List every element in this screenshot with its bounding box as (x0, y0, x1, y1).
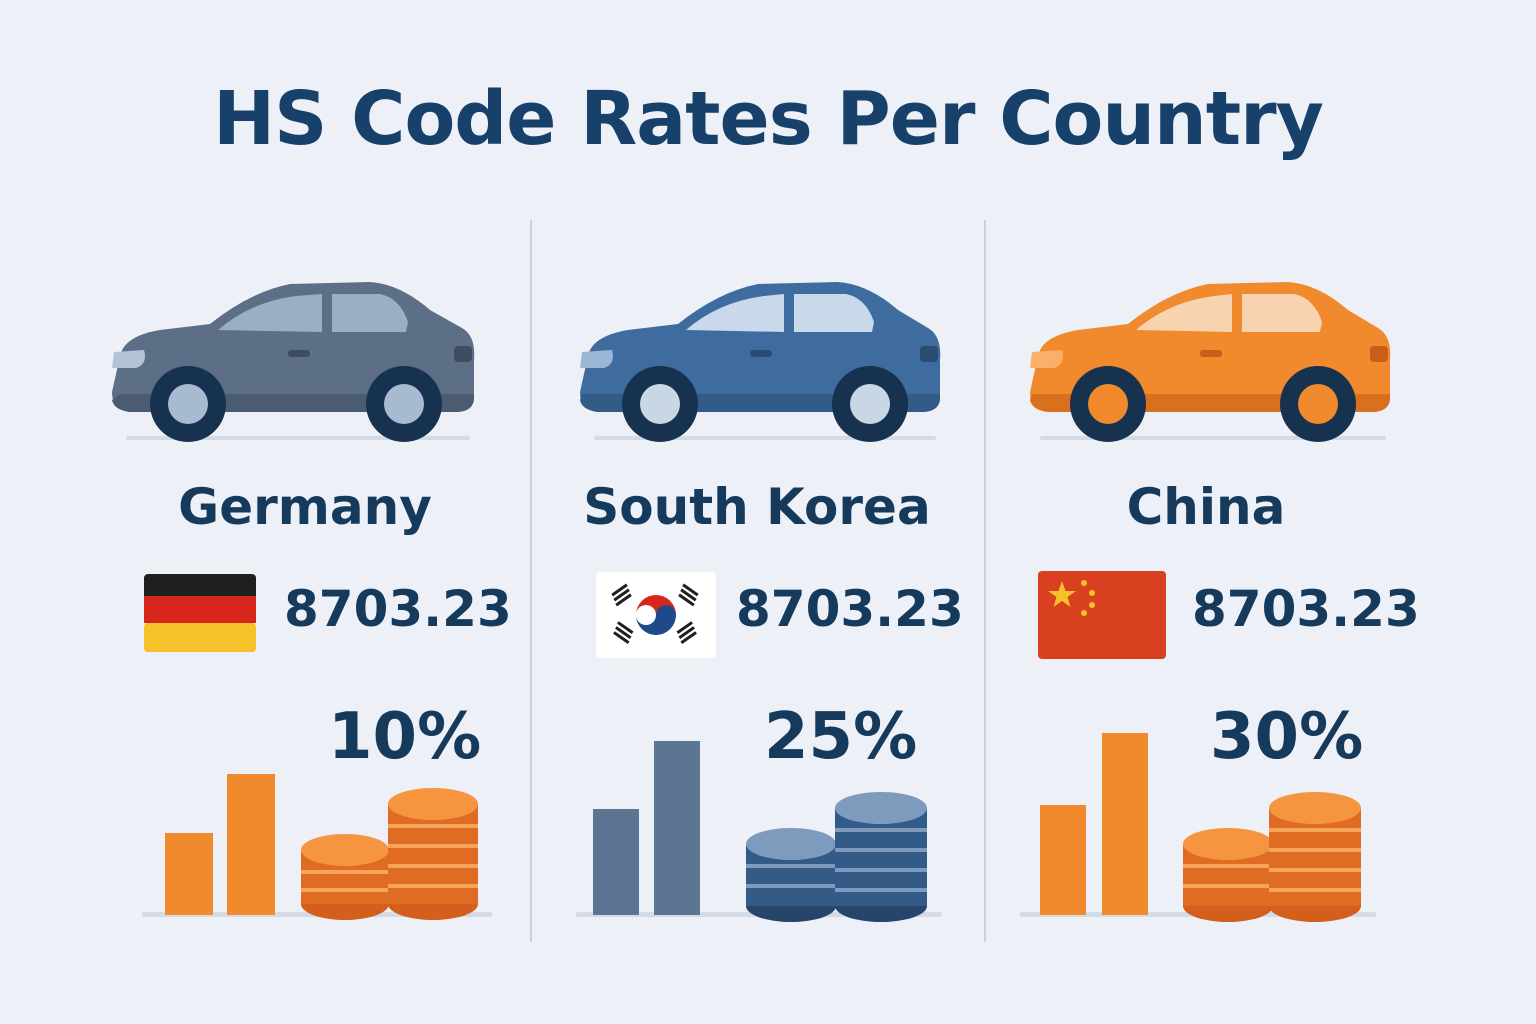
china-flag-icon (1038, 571, 1166, 659)
car-icon (112, 282, 475, 442)
bar-chart-icon (1020, 733, 1376, 922)
coin-stack-icon (301, 788, 478, 920)
bar-chart-icon (576, 741, 942, 922)
country-name: China (1126, 478, 1286, 536)
country-card-germany: Germany 8703.23 10% (100, 0, 520, 1024)
hs-code: 8703.23 (1192, 580, 1420, 638)
country-name: Germany (178, 478, 432, 536)
rate-value: 25% (764, 700, 918, 774)
country-card-south-korea: South Korea 8703.23 25% (570, 0, 970, 1024)
bar-chart-icon (142, 774, 492, 920)
rate-value: 30% (1210, 700, 1364, 774)
hs-code: 8703.23 (284, 580, 512, 638)
country-name: South Korea (583, 478, 931, 536)
page-title: HS Code Rates Per Country (213, 76, 1324, 162)
car-icon (1030, 282, 1391, 442)
coin-stack-icon (1183, 792, 1361, 922)
germany-flag-icon (144, 574, 256, 652)
country-card-china: China 8703.23 30% (1020, 0, 1420, 1024)
column-divider (530, 220, 532, 942)
south-korea-flag-icon (596, 572, 716, 658)
column-divider (984, 220, 986, 942)
hs-code: 8703.23 (736, 580, 964, 638)
coin-stack-icon (746, 792, 927, 922)
rate-value: 10% (328, 700, 482, 774)
car-icon (580, 282, 941, 442)
